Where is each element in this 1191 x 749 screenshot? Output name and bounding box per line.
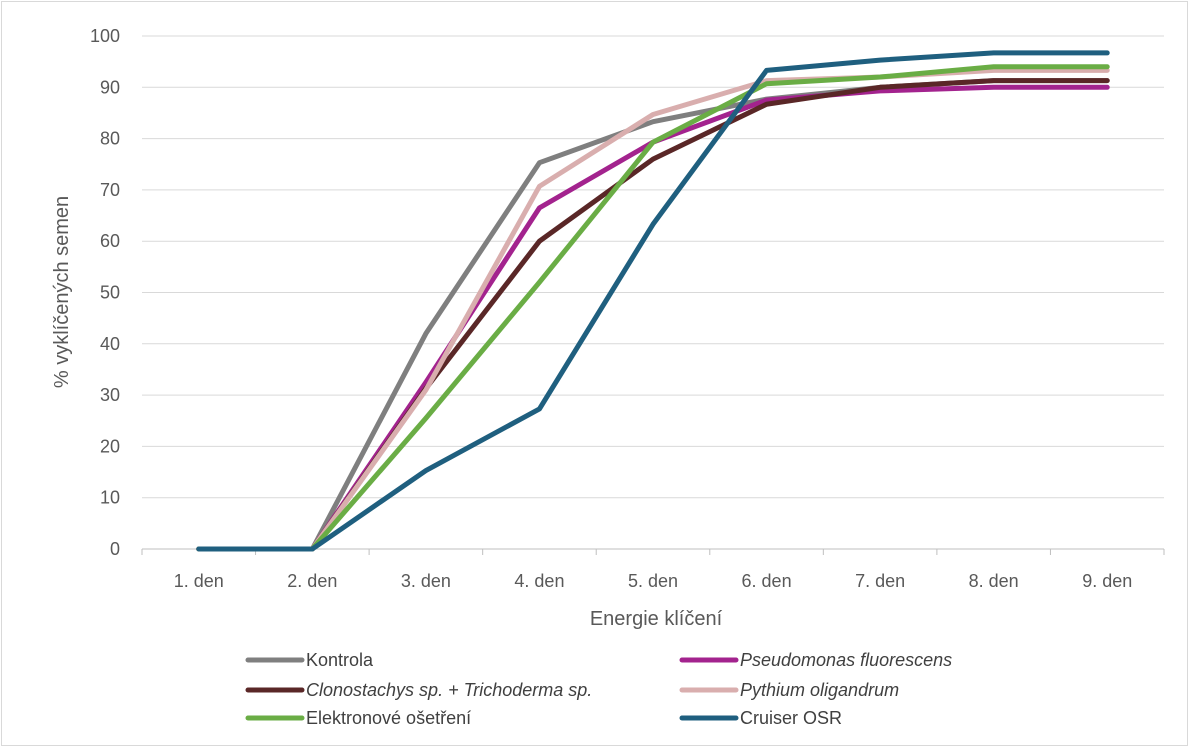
series-line-3 xyxy=(196,78,1110,552)
x-tick-label: 5. den xyxy=(628,571,678,591)
legend-label: Clonostachys sp. + Trichoderma sp. xyxy=(306,680,592,700)
y-tick-label: 10 xyxy=(100,488,120,508)
x-tick-label: 3. den xyxy=(401,571,451,591)
x-tick-label: 7. den xyxy=(855,571,905,591)
x-tick-label: 1. den xyxy=(174,571,224,591)
legend-label: Cruiser OSR xyxy=(740,708,842,728)
legend-label: Pseudomonas fluorescens xyxy=(740,650,952,670)
y-axis-title: % vyklíčených semen xyxy=(51,196,73,388)
y-axis: 0 10 20 30 40 50 60 70 80 90 100 xyxy=(90,26,120,559)
y-tick-label: 50 xyxy=(100,283,120,303)
x-axis-tick-labels: 1. den 2. den 3. den 4. den 5. den 6. den 7. d… xyxy=(174,571,1132,591)
x-axis-title: Energie klíčení xyxy=(590,608,723,630)
y-tick-label: 30 xyxy=(100,385,120,405)
y-tick-label: 100 xyxy=(90,26,120,46)
y-tick-label: 80 xyxy=(100,129,120,149)
y-tick-label: 40 xyxy=(100,334,120,354)
series-line-5 xyxy=(196,64,1110,552)
legend-label: Kontrola xyxy=(306,650,374,670)
legend: Kontrola Pseudomonas fluorescens Clonostac… xyxy=(245,650,952,728)
y-tick-label: 90 xyxy=(100,77,120,97)
x-tick-label: 4. den xyxy=(514,571,564,591)
legend-label: Pythium oligandrum xyxy=(740,680,899,700)
x-tick-label: 9. den xyxy=(1082,571,1132,591)
y-tick-label: 20 xyxy=(100,436,120,456)
series-lines xyxy=(196,50,1110,552)
x-tick-label: 2. den xyxy=(287,571,337,591)
series-line-6 xyxy=(196,50,1110,552)
gridlines xyxy=(142,35,1164,499)
y-tick-label: 60 xyxy=(100,231,120,251)
x-tick-label: 8. den xyxy=(969,571,1019,591)
series-line-1 xyxy=(196,78,1110,552)
legend-label: Elektronové ošetření xyxy=(306,708,471,728)
x-tick-label: 6. den xyxy=(742,571,792,591)
y-tick-label: 70 xyxy=(100,180,120,200)
y-tick-label: 0 xyxy=(110,539,120,559)
